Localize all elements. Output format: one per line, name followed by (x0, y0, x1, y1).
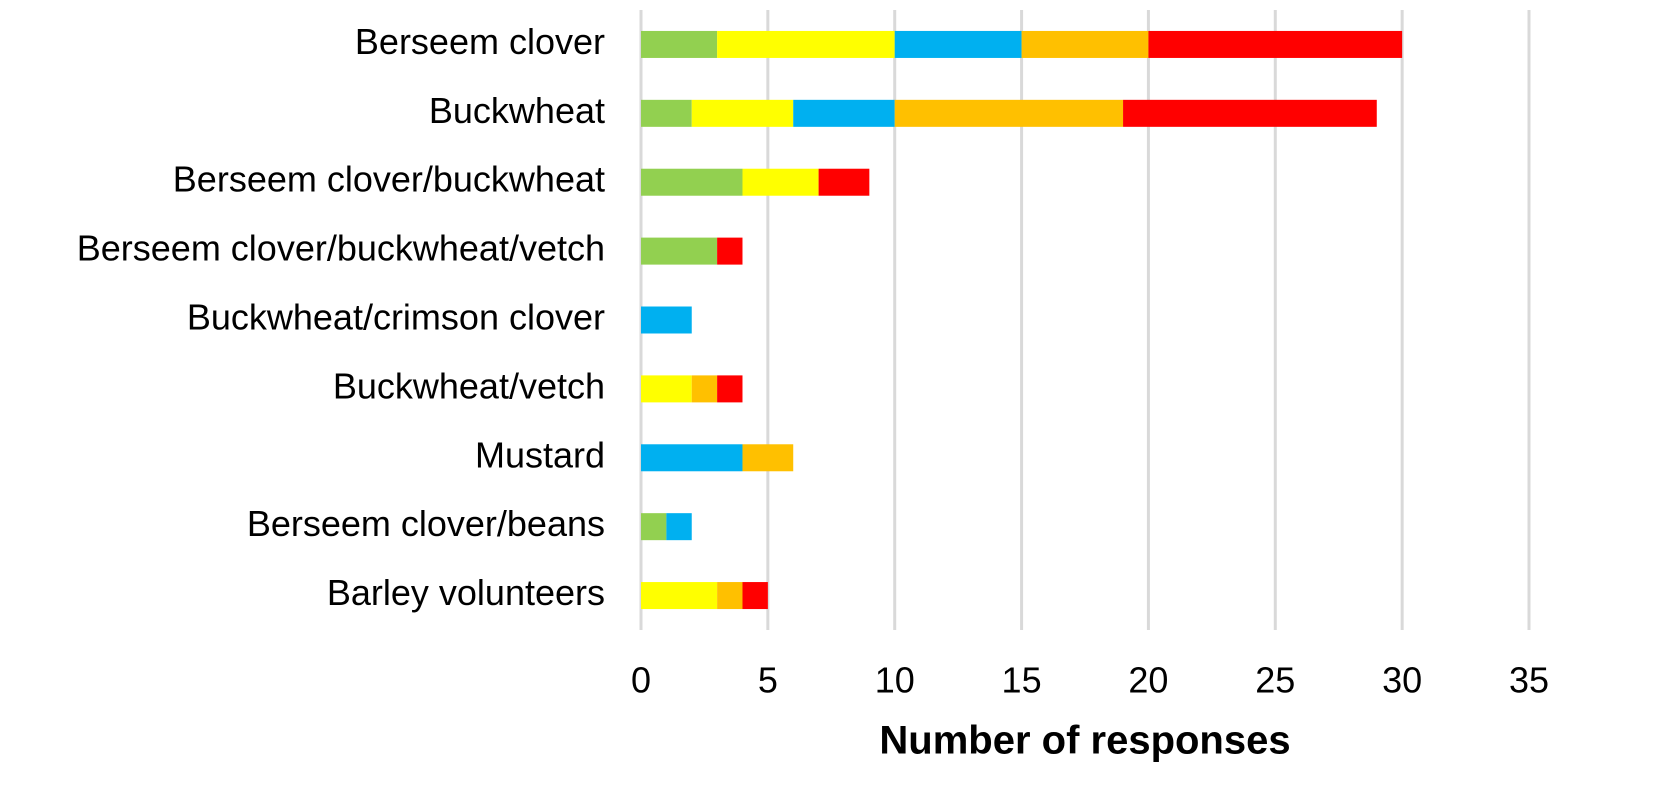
y-tick-label: Berseem clover/buckwheat/vetch (77, 228, 605, 269)
bar-segment (717, 237, 743, 265)
bar-segment (818, 168, 870, 196)
bar-segment (1123, 99, 1377, 127)
bar-segment (742, 168, 819, 196)
bar-segment (666, 513, 692, 541)
y-tick-label: Buckwheat/vetch (333, 365, 605, 406)
x-tick-label: 25 (1255, 660, 1295, 701)
bar-segment (641, 306, 692, 334)
bar-segment (641, 513, 667, 541)
bar-segment (894, 30, 1022, 58)
x-tick-label: 35 (1509, 660, 1549, 701)
bar-segment (641, 375, 692, 403)
y-tick-label: Berseem clover/buckwheat (173, 159, 605, 200)
bar-segment (717, 582, 743, 610)
bar-segment (742, 582, 768, 610)
x-axis-title: Number of responses (879, 719, 1290, 763)
x-tick-label: 15 (1002, 660, 1042, 701)
bar-segment (793, 99, 895, 127)
x-tick-label: 5 (758, 660, 778, 701)
y-tick-label: Buckwheat/crimson clover (187, 297, 605, 338)
bar-segment (691, 375, 718, 403)
bar-segment (1148, 30, 1403, 58)
x-tick-label: 0 (631, 660, 651, 701)
y-tick-label: Buckwheat (429, 90, 605, 131)
bar-segment (641, 168, 743, 196)
bar-segment (742, 444, 794, 472)
x-tick-label: 30 (1382, 660, 1422, 701)
y-tick-label: Berseem clover (355, 21, 605, 62)
x-tick-label: 20 (1128, 660, 1168, 701)
x-tick-label: 10 (875, 660, 915, 701)
bar-segment (717, 375, 743, 403)
y-tick-label: Berseem clover/beans (247, 503, 605, 544)
bar-segment (717, 30, 895, 58)
bar-segment (1021, 30, 1149, 58)
bar-segment (641, 237, 718, 265)
bar-segment (641, 30, 718, 58)
y-tick-label: Mustard (475, 434, 605, 475)
bar-segment (641, 99, 692, 127)
bar-segment (894, 99, 1124, 127)
bar-segment (641, 444, 743, 472)
y-tick-label: Barley volunteers (327, 572, 605, 613)
bar-segment (641, 582, 718, 610)
bar-segment (691, 99, 794, 127)
